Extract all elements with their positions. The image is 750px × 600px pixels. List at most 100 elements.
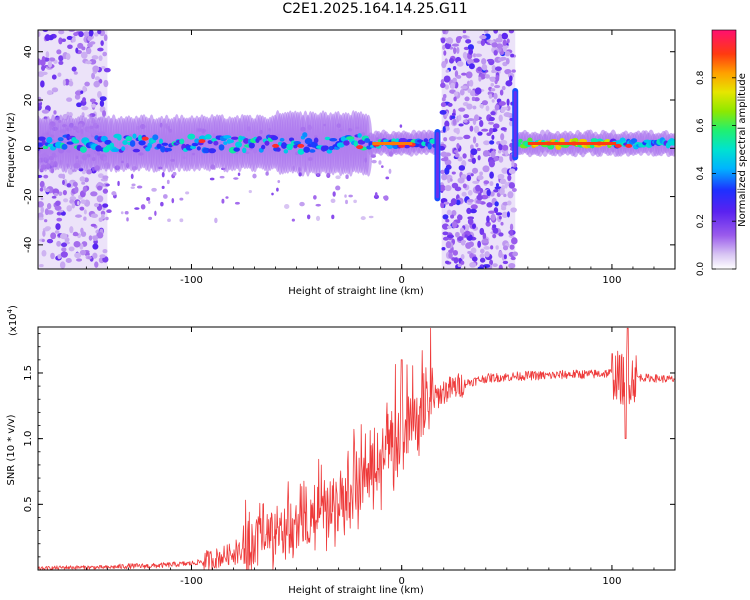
- heatmap-noise-cell: [470, 247, 477, 254]
- heatmap-noise-cell: [90, 103, 97, 108]
- heatmap-noise-cell: [456, 75, 462, 79]
- heatmap-faint-cell: [330, 198, 336, 203]
- heatmap-noise-cell: [50, 232, 57, 240]
- heatmap-noise-cell: [79, 176, 86, 182]
- heatmap-noise-cell: [58, 55, 64, 62]
- heatmap-band-cell: [313, 137, 319, 144]
- spectrogram-frame: [37, 29, 676, 270]
- heatmap-noise-cell: [499, 187, 505, 196]
- heatmap-faint-cell: [151, 187, 157, 192]
- heatmap-band-peak: [356, 145, 364, 150]
- heatmap-noise-cell: [458, 114, 462, 121]
- heatmap-noise-cell: [474, 114, 480, 121]
- heatmap-noise-cell: [506, 211, 510, 218]
- heatmap-noise-cell: [474, 87, 482, 95]
- heatmap-band-cell: [399, 137, 408, 143]
- heatmap-noise-cell: [458, 165, 466, 171]
- heatmap-noise-cell: [91, 72, 96, 80]
- heatmap-noise-cell: [508, 234, 515, 238]
- heatmap-noise-cell: [94, 76, 100, 81]
- heatmap-noise-cell: [45, 51, 50, 58]
- heatmap-band-cell: [235, 141, 242, 148]
- heatmap-faint-cell: [237, 172, 241, 177]
- heatmap-noise-cell: [440, 157, 449, 162]
- heatmap-band-peak: [372, 142, 413, 146]
- heatmap-noise-cell: [493, 189, 499, 193]
- heatmap-noise-cell: [510, 53, 515, 58]
- colorbar-tick-label: 0.4: [696, 166, 706, 181]
- heatmap-noise-cell: [445, 241, 452, 249]
- heatmap-noise-cell: [502, 144, 509, 151]
- heatmap-noise-cell: [489, 140, 495, 145]
- heatmap-noise-cell: [98, 55, 103, 61]
- heatmap-band-peak: [272, 143, 280, 148]
- heatmap-noise-cell: [443, 201, 450, 205]
- heatmap-noise-region: [438, 30, 519, 269]
- heatmap-noise-cell: [500, 221, 504, 226]
- heatmap-noise-cell: [500, 127, 507, 131]
- heatmap-band-cell: [156, 143, 162, 149]
- heatmap-noise-cell: [66, 97, 73, 102]
- heatmap-noise-cell: [479, 257, 486, 263]
- heatmap-noise-cell: [59, 261, 66, 269]
- heatmap-noise-cell: [501, 85, 506, 91]
- heatmap-noise-cell: [458, 107, 466, 112]
- heatmap-noise-cell: [472, 105, 477, 110]
- heatmap-noise-cell: [485, 221, 491, 227]
- heatmap-noise-cell: [453, 150, 459, 154]
- heatmap-faint-cell: [185, 191, 190, 195]
- heatmap-band-cell: [353, 140, 359, 147]
- heatmap-noise-cell: [467, 218, 474, 226]
- snr-x-tick-label: 0: [399, 576, 405, 587]
- heatmap-band-cell: [132, 133, 137, 139]
- heatmap-noise-cell: [466, 103, 473, 110]
- heatmap-band-cell: [187, 133, 196, 140]
- heatmap-noise-cell: [492, 263, 498, 268]
- snr-line: [38, 327, 675, 570]
- heatmap-noise-cell: [491, 99, 495, 103]
- heatmap-band-cell: [286, 143, 293, 151]
- heatmap-noise-cell: [445, 43, 451, 50]
- heatmap-faint-cell: [167, 218, 171, 222]
- heatmap-noise-cell: [455, 36, 461, 44]
- heatmap-noise-cell: [444, 167, 450, 175]
- heatmap-noise-cell: [467, 44, 474, 51]
- heatmap-noise-cell: [469, 89, 476, 97]
- heatmap-band-cell: [125, 135, 133, 142]
- heatmap-noise-cell: [482, 165, 490, 173]
- heatmap-noise-cell: [503, 193, 507, 198]
- heatmap-noise-cell: [81, 106, 89, 111]
- heatmap-noise-cell: [38, 71, 45, 78]
- heatmap-faint-cell: [344, 194, 347, 198]
- heatmap-noise-cell: [93, 80, 100, 88]
- heatmap-noise-cell: [492, 123, 500, 129]
- heatmap-noise-cell: [58, 191, 63, 196]
- heatmap-band-cell: [427, 142, 432, 150]
- heatmap-faint-cell: [299, 201, 305, 207]
- heatmap-band-cell: [242, 147, 247, 154]
- heatmap-faint-cell: [131, 183, 136, 187]
- heatmap-faint-cell: [219, 175, 225, 179]
- heatmap-noise-cell: [498, 33, 502, 41]
- heatmap-noise-cell: [508, 168, 516, 175]
- heatmap-noise-cell: [509, 229, 514, 236]
- snr-multiplier: (x104): [6, 305, 19, 336]
- heatmap-band-cell: [256, 136, 262, 141]
- heatmap-band-peak: [614, 143, 622, 148]
- heatmap-noise-cell: [505, 80, 513, 87]
- heatmap-band-cell: [261, 144, 266, 150]
- heatmap-faint-cell: [148, 216, 153, 220]
- heatmap-noise-cell: [471, 96, 476, 102]
- heatmap-noise-cell: [451, 209, 457, 217]
- heatmap-noise-cell: [442, 236, 449, 241]
- heatmap-noise-cell: [483, 180, 490, 185]
- heatmap-faint-cell: [179, 197, 184, 201]
- heatmap-noise-cell: [509, 75, 513, 82]
- colorbar-tick-label: 0.6: [696, 118, 706, 133]
- heatmap-band-cell: [61, 143, 68, 150]
- heatmap-noise-cell: [482, 264, 491, 268]
- heatmap-band-cell: [164, 147, 173, 152]
- heatmap-noise-cell: [450, 115, 456, 119]
- heatmap-noise-cell: [87, 256, 92, 260]
